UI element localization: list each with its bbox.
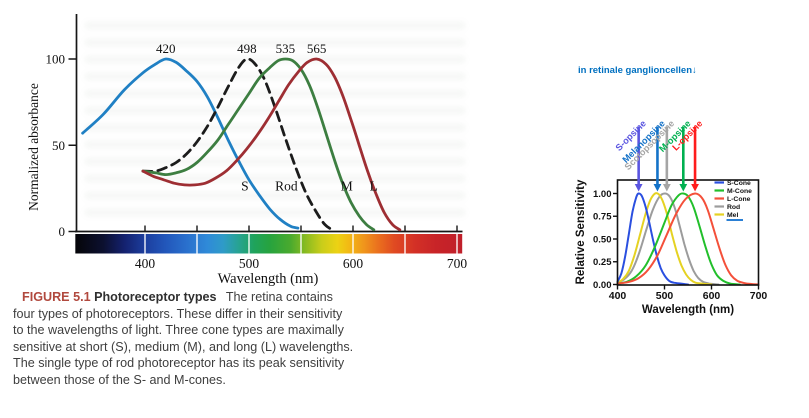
y-tick-label: 1.00 xyxy=(593,189,612,200)
curve-l-cone xyxy=(616,192,760,286)
y-tick-label: 0.25 xyxy=(593,257,612,268)
y-tick-label: 100 xyxy=(46,52,66,67)
curve-s-cone xyxy=(616,192,689,286)
annotation-arrowhead-s-opsine xyxy=(634,184,643,192)
peak-label-420: 420 xyxy=(156,41,176,56)
figure-caption-title: Photoreceptor types xyxy=(94,290,217,304)
annotation-arrowhead-m-opsine xyxy=(679,184,688,192)
legend-label-m-cone: M-Cone xyxy=(727,188,752,195)
y-tick-label: 0.75 xyxy=(593,212,612,223)
x-tick-label: 600 xyxy=(343,256,364,271)
x-axis-label: Wavelength (nm) xyxy=(642,304,734,316)
annotation-arrowhead-l-opsine xyxy=(691,184,699,192)
plot-frame xyxy=(616,179,760,286)
peak-label-535: 535 xyxy=(276,41,296,56)
annotation-arrowhead-scotopsopsine xyxy=(662,184,671,192)
spectrum-bar xyxy=(75,234,463,254)
figure-caption-body: The retina contains four types of photor… xyxy=(13,290,354,387)
figure-caption-label: FIGURE 5.1 xyxy=(22,290,91,304)
curve-m-cone xyxy=(616,192,741,286)
peak-label-565: 565 xyxy=(307,41,327,56)
y-tick-label: 0 xyxy=(59,224,66,239)
x-tick-label: 700 xyxy=(750,290,768,302)
sensitivity-chart: 0.00 0.25 0.50 0.75 1.00 400 500 600 700 Waveleng… xyxy=(575,118,768,316)
legend-label-rod: Rod xyxy=(727,204,740,211)
absorbance-chart: 0 50 100 400 500 600 700 Wavelength (nm) Normali… xyxy=(26,14,468,287)
x-tick-label: 700 xyxy=(447,256,468,271)
curve-label-m: M xyxy=(341,179,353,194)
legend-label-mel: Mel xyxy=(727,212,738,219)
ganglion-cell-note: in retinale ganglioncellen↓ xyxy=(578,65,697,76)
curve-label-rod: Rod xyxy=(275,179,298,194)
x-tick-label: 600 xyxy=(703,290,721,302)
figure-caption: FIGURE 5.1 Photoreceptor types The retin… xyxy=(13,289,354,389)
x-tick-label: 500 xyxy=(656,290,674,302)
curve-l xyxy=(141,57,402,232)
legend-label-s-cone: S-Cone xyxy=(727,180,751,187)
curve-m xyxy=(141,57,376,232)
y-tick-label: 0.00 xyxy=(593,280,612,291)
y-tick-label: 50 xyxy=(52,138,65,153)
x-tick-label: 400 xyxy=(609,290,627,302)
x-tick-label: 400 xyxy=(135,256,156,271)
y-axis-label: Relative Sensitivity xyxy=(575,179,587,284)
y-tick-label: 0.50 xyxy=(593,234,612,245)
peak-label-498: 498 xyxy=(237,41,257,56)
x-axis-label: Wavelength (nm) xyxy=(218,271,319,287)
curve-s xyxy=(81,57,300,230)
x-tick-label: 500 xyxy=(239,256,260,271)
curve-label-s: S xyxy=(241,179,249,194)
curve-label-l: L xyxy=(370,179,378,194)
y-axis-label: Normalized absorbance xyxy=(26,83,41,211)
legend-label-l-cone: L-Cone xyxy=(727,196,751,203)
curve-mel xyxy=(616,192,713,286)
annotation-arrowhead-melanopsine xyxy=(653,184,662,192)
curve-rod xyxy=(141,57,334,232)
